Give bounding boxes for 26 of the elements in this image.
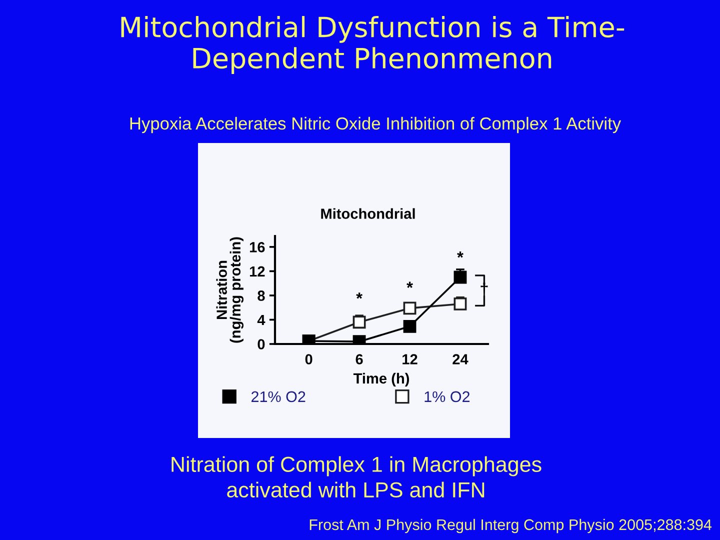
annotation: † xyxy=(480,282,488,296)
annotation: * xyxy=(356,292,363,299)
y-tick-label: 12 xyxy=(250,266,265,276)
point xyxy=(352,316,366,329)
x-tick-label: 12 xyxy=(402,354,418,364)
legend-label: 1% O2 xyxy=(424,391,470,402)
y-axis-title: Nitration (ng/mg protein) xyxy=(216,237,244,343)
y-tick-label: 0 xyxy=(258,339,265,350)
point xyxy=(454,297,467,310)
chart-subtitle: Hypoxia Accelerates Nitric Oxide Inhibition of Complex 1 Activity xyxy=(130,116,622,134)
annotation: * xyxy=(406,282,413,288)
x-axis-title: Time (h) xyxy=(353,372,410,386)
text: Mitochondrial xyxy=(321,208,415,219)
y-tick-label: 4 xyxy=(257,314,266,326)
x-tick-label: 24 xyxy=(452,354,468,364)
x-tick-label: 6 xyxy=(356,354,363,364)
text: Nitration of Complex 1 in Macrophages activated with LPS and IFN xyxy=(172,456,542,498)
point xyxy=(403,302,416,315)
y-tick-label: 8 xyxy=(258,290,265,301)
point xyxy=(403,320,416,333)
annotation: * xyxy=(457,252,464,258)
text: Frost Am J Physio Regul Interg Comp Physio 2005;288:394 xyxy=(310,518,712,534)
y-tick-label: 16 xyxy=(250,242,265,252)
x-tick-label: 0 xyxy=(305,354,312,364)
chart-title: Mitochondrial Dysfunction is a Time- Dependent Phenonmenon xyxy=(121,16,624,74)
legend-label: 21% O2 xyxy=(252,391,306,402)
